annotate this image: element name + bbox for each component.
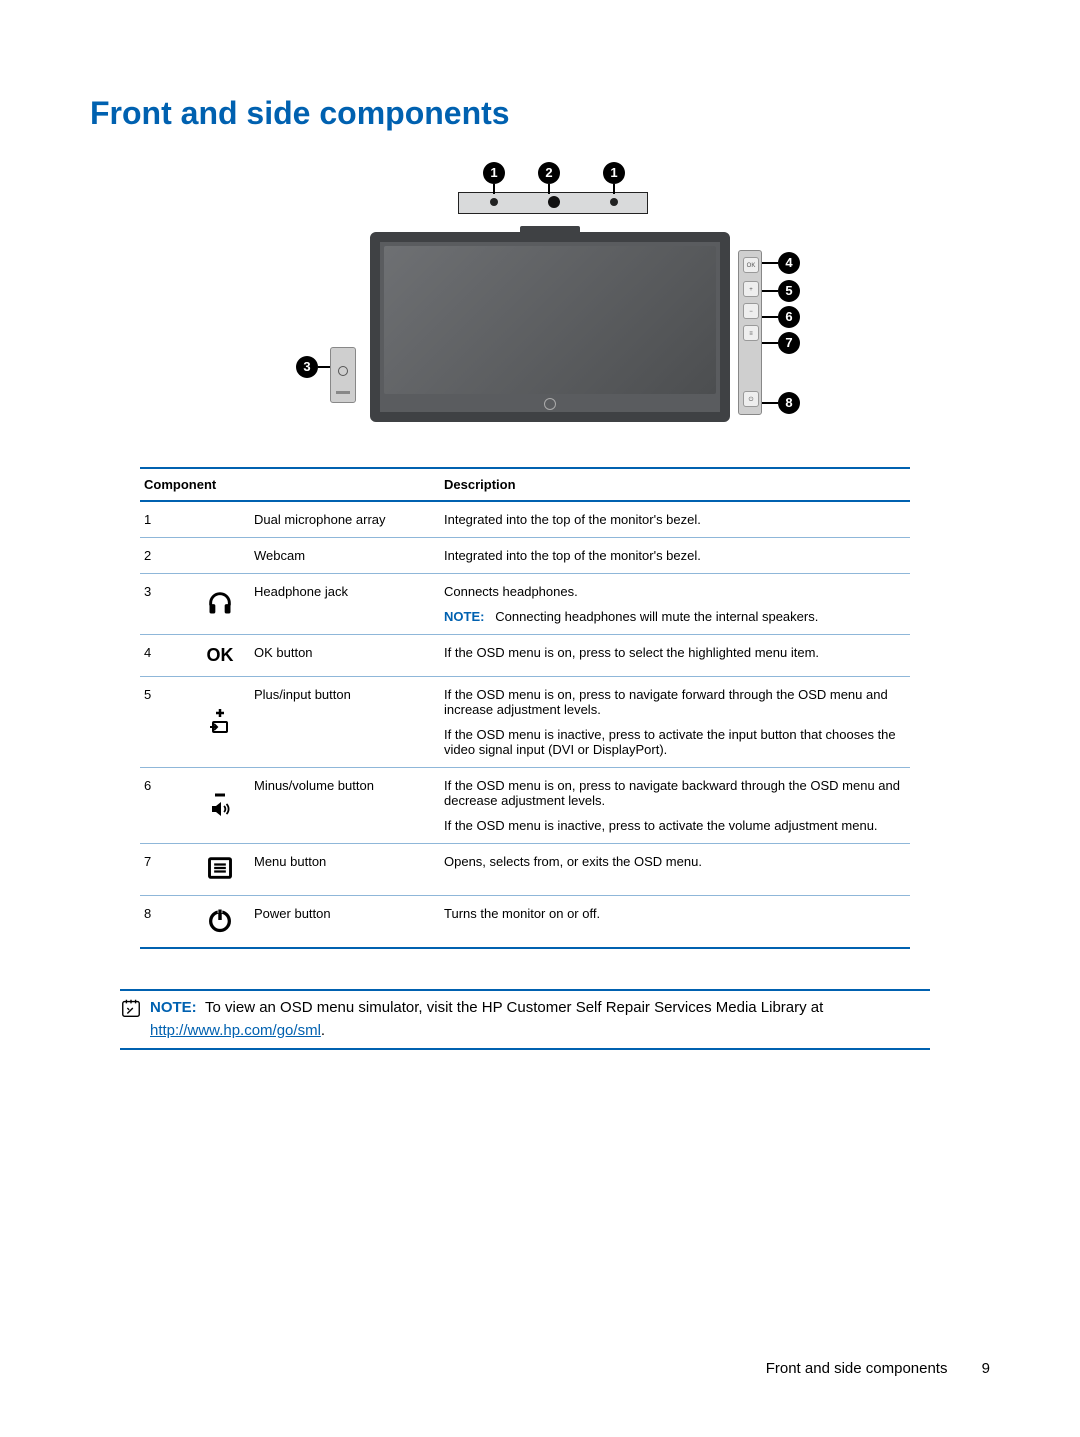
table-row: 1 Dual microphone arrayIntegrated into th… [140,501,910,538]
component-name: Dual microphone array [250,501,440,538]
callout-8: 8 [778,392,800,414]
page-footer: Front and side components 9 [766,1360,990,1377]
component-name: Power button [250,896,440,949]
table-row: 6 Minus/volume buttonIf the OSD menu is o… [140,768,910,844]
table-row: 3 Headphone jackConnects headphones.NOTE:… [140,574,910,635]
table-row: 2 WebcamIntegrated into the top of the mo… [140,538,910,574]
component-name: Minus/volume button [250,768,440,844]
component-description: Opens, selects from, or exits the OSD me… [440,844,910,896]
page-title: Front and side components [90,95,990,132]
table-row: 8 Power buttonTurns the monitor on or off… [140,896,910,949]
component-name: Plus/input button [250,677,440,768]
row-number: 7 [140,844,190,896]
component-description: If the OSD menu is on, press to navigate… [440,768,910,844]
callout-5: 5 [778,280,800,302]
monitor-body [370,232,730,422]
menu-icon [190,844,250,896]
row-number: 1 [140,501,190,538]
components-table: Component Description 1 Dual microphone a… [140,467,910,949]
note-text-after: . [321,1022,325,1039]
callout-1a: 1 [483,162,505,184]
callout-1b: 1 [603,162,625,184]
note-link[interactable]: http://www.hp.com/go/sml [150,1022,321,1039]
page-note: NOTE: To view an OSD menu simulator, vis… [120,989,930,1050]
callout-4: 4 [778,252,800,274]
minus-volume-icon [190,768,250,844]
note-icon [120,997,144,1042]
component-name: Menu button [250,844,440,896]
note-label: NOTE: [150,999,197,1016]
component-description: If the OSD menu is on, press to select t… [440,635,910,677]
component-description: Integrated into the top of the monitor's… [440,538,910,574]
callout-3: 3 [296,356,318,378]
component-description: Turns the monitor on or off. [440,896,910,949]
row-number: 5 [140,677,190,768]
note-text-before: To view an OSD menu simulator, visit the… [205,999,823,1016]
component-description: Connects headphones.NOTE: Connecting hea… [440,574,910,635]
th-description: Description [440,468,910,501]
no-icon [190,501,250,538]
component-description: If the OSD menu is on, press to navigate… [440,677,910,768]
component-name: Webcam [250,538,440,574]
callout-6: 6 [778,306,800,328]
row-number: 3 [140,574,190,635]
callout-7: 7 [778,332,800,354]
table-row: 4OKOK buttonIf the OSD menu is on, press… [140,635,910,677]
component-name: OK button [250,635,440,677]
left-side-panel [330,347,356,403]
headphones-icon [190,574,250,635]
footer-page-number: 9 [982,1360,990,1377]
component-diagram: 1 2 1 3 OK + − ≡ ⏻ 4 5 6 [90,162,990,447]
no-icon [190,538,250,574]
ok-icon: OK [190,635,250,677]
row-number: 4 [140,635,190,677]
row-number: 2 [140,538,190,574]
th-component: Component [140,468,440,501]
callout-2: 2 [538,162,560,184]
row-number: 6 [140,768,190,844]
row-number: 8 [140,896,190,949]
table-row: 7 Menu buttonOpens, selects from, or exit… [140,844,910,896]
plus-input-icon [190,677,250,768]
right-side-panel: OK + − ≡ ⏻ [738,250,762,415]
component-description: Integrated into the top of the monitor's… [440,501,910,538]
table-row: 5 Plus/input buttonIf the OSD menu is on,… [140,677,910,768]
power-icon [190,896,250,949]
component-name: Headphone jack [250,574,440,635]
footer-section: Front and side components [766,1360,948,1377]
